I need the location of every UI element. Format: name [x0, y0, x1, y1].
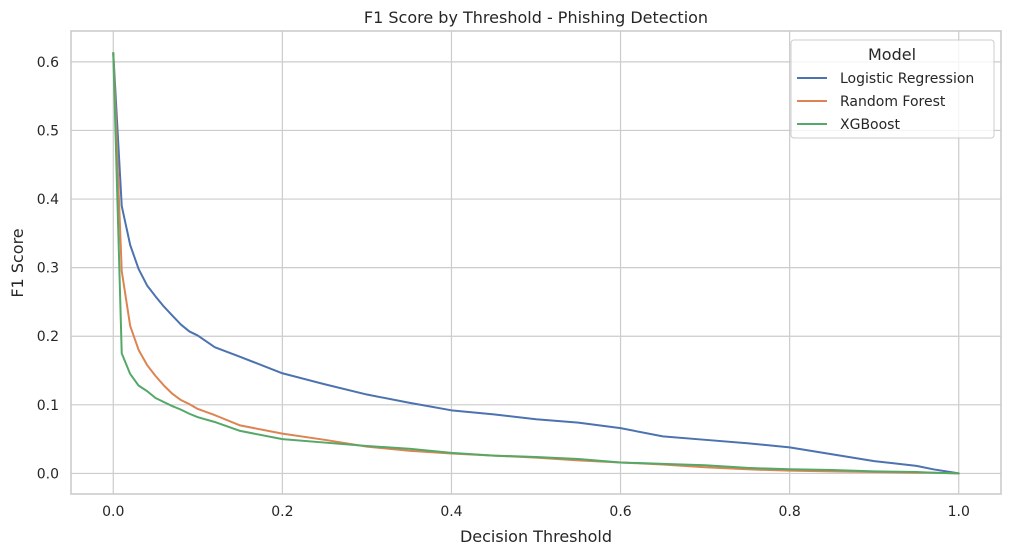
y-tick-label: 0.1: [37, 398, 59, 414]
legend-label-random-forest: Random Forest: [840, 94, 946, 110]
y-tick-label: 0.4: [37, 192, 59, 208]
chart-title: F1 Score by Threshold - Phishing Detecti…: [364, 8, 708, 27]
series-line-logistic-regression: [112, 51, 960, 475]
y-tick-label: 0.6: [37, 55, 59, 71]
y-tick-label: 0.3: [37, 261, 59, 277]
x-tick-label: 0.6: [609, 504, 631, 520]
plot-frame: [70, 30, 1002, 495]
y-axis-ticks: 0.0 0.1 0.2 0.3 0.4 0.5 0.6: [37, 55, 59, 483]
legend-label-logistic-regression: Logistic Regression: [840, 71, 974, 87]
x-axis-label: Decision Threshold: [460, 527, 612, 546]
legend: Model Logistic Regression Random Forest …: [790, 39, 995, 139]
x-tick-label: 0.8: [779, 504, 801, 520]
series-line-xgboost: [112, 51, 960, 475]
legend-box: [790, 39, 995, 139]
y-tick-label: 0.5: [37, 123, 59, 139]
y-tick-label: 0.2: [37, 329, 59, 345]
x-tick-label: 0.0: [102, 504, 124, 520]
y-tick-label: 0.0: [37, 466, 59, 482]
x-axis-ticks: 0.0 0.2 0.4 0.6 0.8 1.0: [102, 504, 970, 520]
y-axis-label: F1 Score: [8, 228, 27, 297]
legend-title: Model: [868, 45, 916, 64]
x-tick-label: 1.0: [948, 504, 970, 520]
legend-label-xgboost: XGBoost: [840, 117, 900, 133]
x-tick-label: 0.4: [440, 504, 462, 520]
x-tick-label: 0.2: [271, 504, 293, 520]
series-lines: [112, 51, 960, 475]
